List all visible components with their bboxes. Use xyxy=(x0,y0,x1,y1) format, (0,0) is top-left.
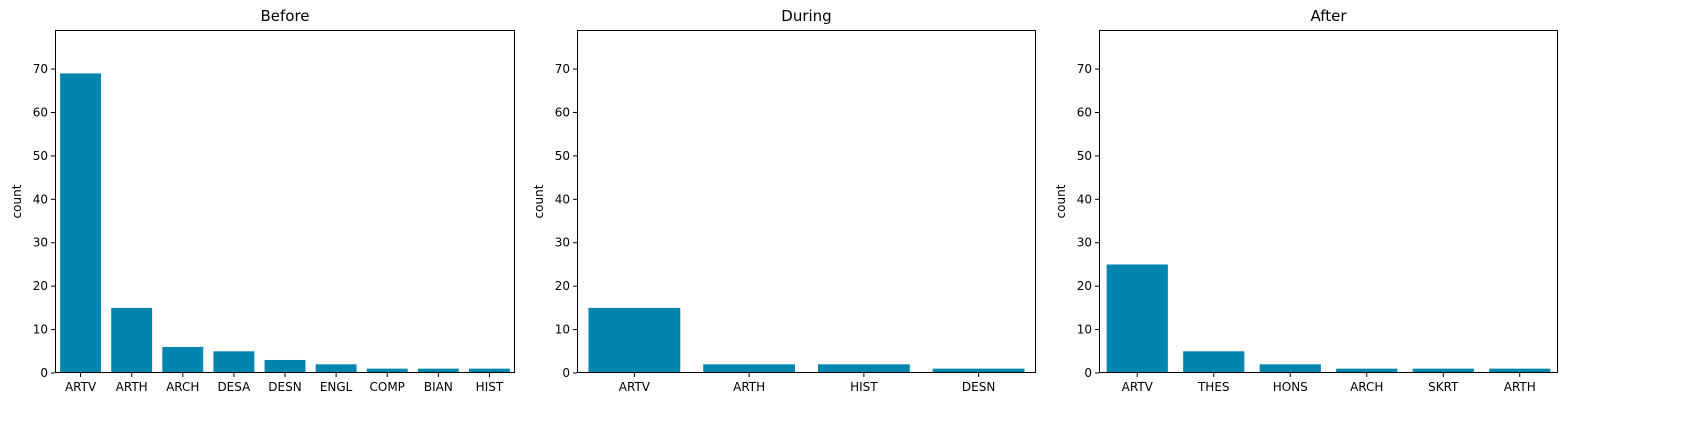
x-tick-label: ARCH xyxy=(166,380,199,394)
bar-artv xyxy=(60,73,101,374)
bar-arth xyxy=(703,364,796,373)
y-tick-label: 70 xyxy=(1077,62,1092,76)
y-axis-label: count xyxy=(10,184,24,218)
x-tick-label: DESN xyxy=(268,380,301,394)
y-tick-label: 50 xyxy=(33,149,48,163)
x-tick-label: HONS xyxy=(1273,380,1308,394)
x-tick-label: SKRT xyxy=(1428,380,1459,394)
x-tick-label: ARTV xyxy=(619,380,651,394)
y-tick-label: 0 xyxy=(562,366,570,380)
bar-engl xyxy=(315,364,357,373)
panel-title: Before xyxy=(260,7,309,25)
y-axis-label: count xyxy=(1054,184,1068,218)
x-tick-label: THES xyxy=(1197,380,1230,394)
panel-3: 0 10 20 30 40 50 60 70 ARTV THES HONS ARCH SKRT ARTH c… xyxy=(1054,7,1558,394)
y-tick-label: 60 xyxy=(33,105,48,119)
x-tick-label: ENGL xyxy=(320,380,353,394)
panel-2: 0 10 20 30 40 50 60 70 ARTV ARTH HIST DESN count Duri… xyxy=(532,7,1036,394)
y-tick-label: 70 xyxy=(33,62,48,76)
bar-desa xyxy=(213,351,255,373)
y-tick-label: 30 xyxy=(1077,236,1092,250)
bar-hist xyxy=(469,368,510,373)
y-axis-label: count xyxy=(532,184,546,218)
plot-frame xyxy=(1099,30,1558,373)
bar-arth xyxy=(111,307,153,373)
bar-artv xyxy=(1106,264,1168,373)
y-tick-label: 10 xyxy=(33,323,48,337)
y-tick-label: 10 xyxy=(1077,323,1092,337)
y-tick-label: 40 xyxy=(555,192,570,206)
y-tick-label: 40 xyxy=(33,192,48,206)
y-tick-label: 20 xyxy=(555,279,570,293)
y-tick-label: 30 xyxy=(555,236,570,250)
y-tick-label: 0 xyxy=(40,366,48,380)
y-tick-label: 50 xyxy=(1077,149,1092,163)
y-tick-label: 50 xyxy=(555,149,570,163)
x-tick-label: COMP xyxy=(370,380,405,394)
x-tick-label: HIST xyxy=(850,380,878,394)
y-tick-label: 0 xyxy=(1084,366,1092,380)
bar-desn xyxy=(264,359,306,373)
y-tick-label: 30 xyxy=(33,236,48,250)
bar-arch xyxy=(1336,368,1398,373)
panel-title: After xyxy=(1310,7,1347,25)
y-tick-label: 60 xyxy=(555,105,570,119)
panel-1: 0 10 20 30 40 50 60 70 ARTV ARTH ARCH DESA DESN ENGL C… xyxy=(10,7,515,394)
bar-arth xyxy=(1489,368,1551,373)
x-tick-label: ARCH xyxy=(1350,380,1383,394)
x-tick-label: ARTH xyxy=(116,380,148,394)
y-tick-label: 10 xyxy=(555,323,570,337)
x-tick-label: ARTV xyxy=(1122,380,1154,394)
x-tick-label: ARTH xyxy=(733,380,765,394)
bar-hist xyxy=(817,364,910,373)
bar-artv xyxy=(588,307,681,373)
x-tick-label: DESA xyxy=(217,380,251,394)
y-tick-label: 20 xyxy=(1077,279,1092,293)
bar-comp xyxy=(366,368,408,373)
y-tick-label: 40 xyxy=(1077,192,1092,206)
x-tick-label: DESN xyxy=(962,380,995,394)
bar-hons xyxy=(1259,364,1321,373)
x-tick-label: BIAN xyxy=(424,380,453,394)
bar-bian xyxy=(417,368,459,373)
bar-thes xyxy=(1183,351,1245,373)
x-tick-label: ARTH xyxy=(1504,380,1536,394)
bar-desn xyxy=(932,368,1025,373)
y-tick-label: 20 xyxy=(33,279,48,293)
x-tick-label: HIST xyxy=(476,380,504,394)
x-tick-label: ARTV xyxy=(65,380,97,394)
y-tick-label: 60 xyxy=(1077,105,1092,119)
bar-arch xyxy=(162,346,204,373)
bar-skrt xyxy=(1412,368,1474,373)
y-tick-label: 70 xyxy=(555,62,570,76)
plot-frame xyxy=(55,30,515,373)
plot-frame xyxy=(577,30,1036,373)
panel-title: During xyxy=(781,7,831,25)
